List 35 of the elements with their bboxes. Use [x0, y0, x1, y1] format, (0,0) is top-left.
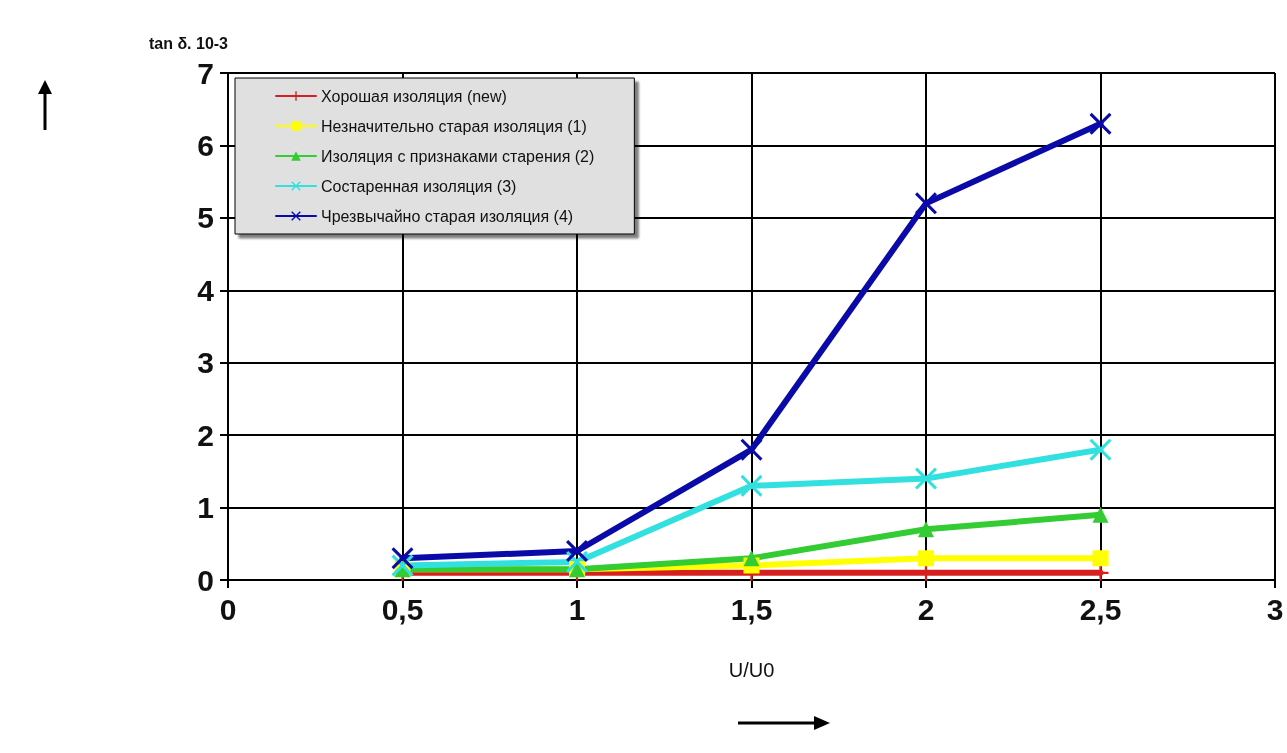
- x-axis-title: U/U0: [728, 659, 775, 681]
- legend-label: Изоляция с признаками старения (2): [321, 147, 595, 165]
- x-tick-label: 3: [1266, 592, 1284, 626]
- y-tick-label: 4: [197, 273, 215, 307]
- x-tick-label: 2: [917, 592, 935, 626]
- legend-label: Незначительно старая изоляция (1): [321, 117, 587, 135]
- y-tick-label: 3: [197, 346, 214, 380]
- point: [1092, 550, 1109, 567]
- point: [1092, 506, 1109, 523]
- point: [743, 550, 760, 567]
- point: [918, 521, 934, 538]
- x-tick-label: 0,5: [381, 592, 424, 626]
- x-tick-label: 2,5: [1079, 592, 1122, 626]
- point: [915, 467, 937, 490]
- point: [740, 474, 763, 497]
- point: [915, 192, 937, 215]
- y-tick-label: 6: [197, 128, 214, 162]
- point: [918, 550, 934, 567]
- point: [1089, 112, 1112, 135]
- point: [740, 438, 763, 461]
- legend-label: Хорошая изоляция (new): [321, 87, 507, 105]
- legend-label: Состаренная изоляция (3): [321, 177, 517, 195]
- y-tick-label: 0: [197, 563, 214, 597]
- point: [566, 540, 588, 563]
- y-tick-label: 7: [197, 56, 214, 90]
- y-axis-title: tan δ. 10-3: [148, 34, 229, 52]
- point: [1089, 438, 1112, 461]
- point: [391, 547, 414, 570]
- y-tick-label: 5: [197, 201, 214, 235]
- x-tick-label: 0: [219, 592, 237, 626]
- x-tick-label: 1: [568, 592, 586, 626]
- y-tick-label: 1: [197, 491, 214, 525]
- legend-label: Чрезвычайно старая изоляция (4): [321, 207, 574, 225]
- y-tick-label: 2: [197, 418, 214, 452]
- x-tick-label: 1,5: [730, 592, 773, 626]
